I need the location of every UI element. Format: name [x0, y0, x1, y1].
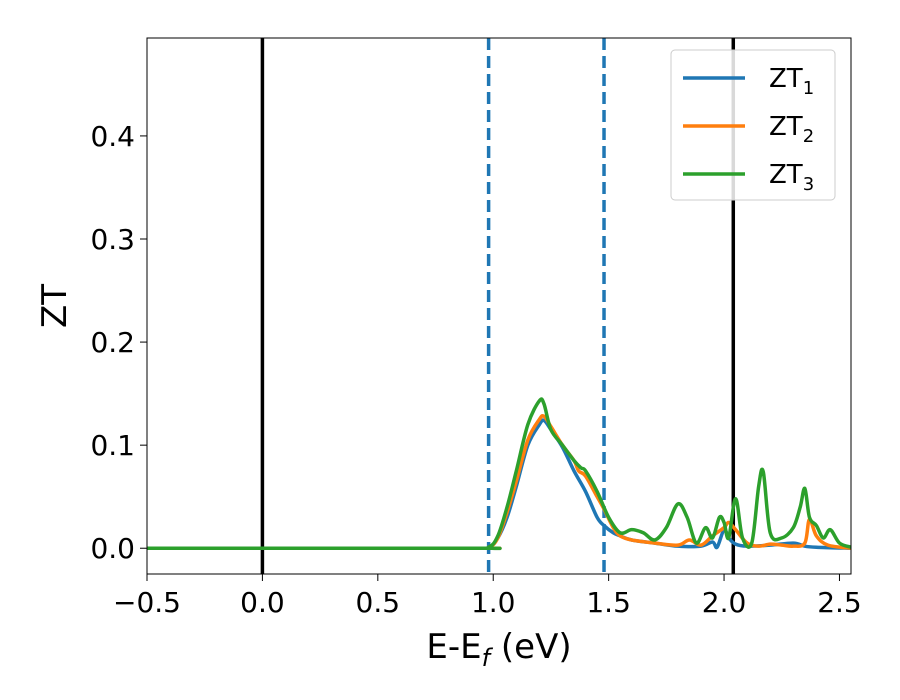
x-tick-label: 2.5 — [817, 586, 862, 619]
x-axis-label: E-Ef (eV) — [426, 627, 571, 672]
series-line-2 — [147, 413, 851, 551]
y-tick-label: 0.0 — [90, 532, 135, 565]
y-tick-label: 0.3 — [90, 223, 135, 256]
y-tick-label: 0.4 — [90, 120, 135, 153]
x-tick-label: 0.5 — [356, 586, 401, 619]
y-tick-label: 0.2 — [90, 326, 135, 359]
x-tick-label: 0.0 — [240, 586, 285, 619]
legend-box — [670, 49, 836, 201]
series-lines — [147, 397, 851, 551]
y-tick-label: 0.1 — [90, 429, 135, 462]
x-tick-label: 2.0 — [702, 586, 747, 619]
x-tick-label: 1.0 — [471, 586, 516, 619]
legend: ZT1 ZT2 ZT3 — [670, 49, 836, 201]
y-axis-label: ZT — [35, 284, 75, 328]
x-tick-label: 1.5 — [586, 586, 631, 619]
plot-frame — [146, 37, 852, 575]
series-line-3 — [147, 397, 851, 551]
legend-label-3: ZT3 — [769, 160, 814, 195]
legend-label-2: ZT2 — [769, 112, 814, 147]
reference-lines — [260, 38, 736, 574]
x-tick-label: −0.5 — [113, 586, 181, 619]
y-axis-ticks: 0.0 0.1 0.2 0.3 0.4 — [90, 120, 147, 565]
x-axis-ticks: −0.5 0.0 0.5 1.0 1.5 2.0 2.5 — [113, 574, 862, 619]
legend-label-1: ZT1 — [769, 64, 814, 99]
